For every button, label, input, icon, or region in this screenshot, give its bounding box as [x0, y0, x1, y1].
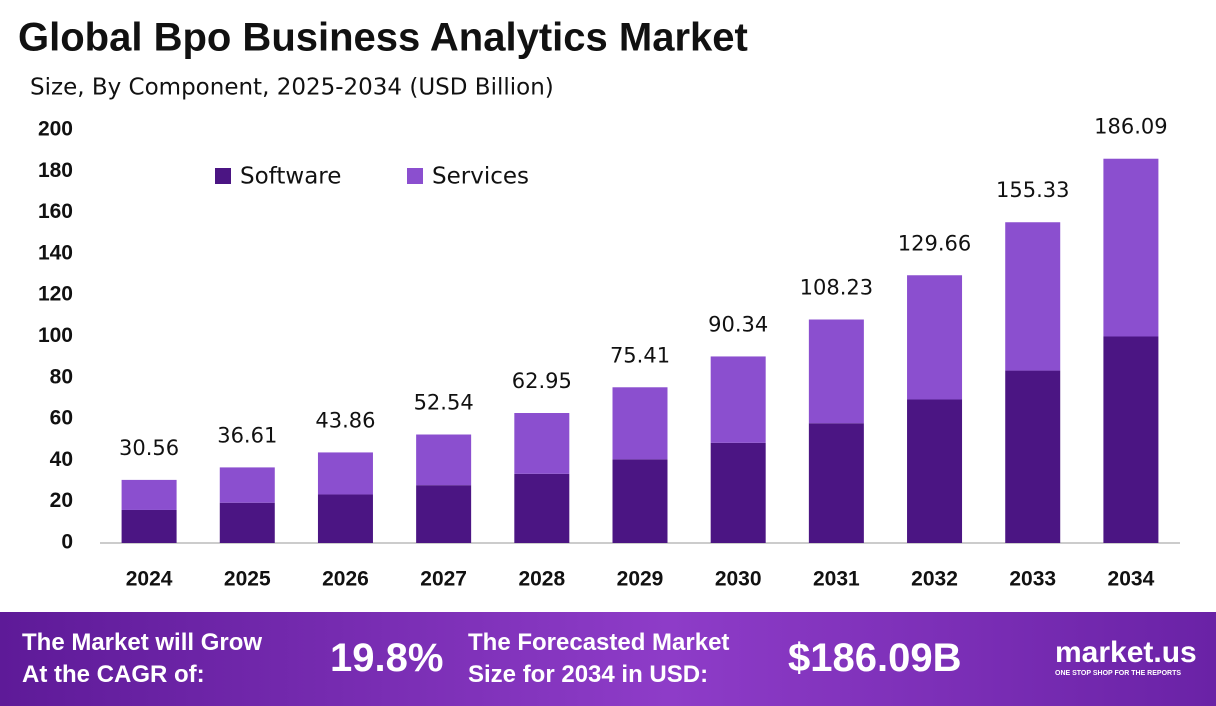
total-label: 52.54	[414, 391, 474, 415]
bar-segment	[416, 485, 472, 543]
forecast-text: The Forecasted Market Size for 2034 in US…	[468, 627, 729, 691]
x-tick-label: 2030	[715, 568, 762, 591]
chart-title: Global Bpo Business Analytics Market	[18, 16, 748, 60]
total-label: 62.95	[512, 369, 572, 393]
legend-label: Services	[432, 164, 529, 190]
tagline: ONE STOP SHOP FOR THE REPORTS	[1055, 670, 1182, 677]
line: Size for 2034 in USD:	[468, 661, 709, 688]
x-tick-label: 2032	[911, 568, 958, 591]
bar-segment	[1103, 158, 1159, 337]
bar-segment	[1103, 336, 1159, 543]
total-label: 108.23	[800, 276, 873, 300]
y-tick-label: 160	[38, 200, 73, 223]
bar-segment	[121, 479, 177, 510]
y-tick-label: 80	[50, 365, 73, 388]
x-tick-label: 2029	[617, 568, 664, 591]
bar-segment	[219, 467, 275, 503]
bar-segment	[317, 494, 373, 543]
chart-subtitle: Size, By Component, 2025-2034 (USD Billi…	[30, 75, 554, 101]
bar-segment	[514, 413, 570, 474]
x-tick-label: 2033	[1009, 568, 1056, 591]
x-tick-label: 2034	[1108, 568, 1155, 591]
bar-segment	[219, 502, 275, 543]
line: At the CAGR of:	[22, 661, 205, 688]
total-label: 75.41	[610, 343, 670, 367]
brand: market.us	[1055, 636, 1197, 669]
bar-segment	[907, 275, 963, 400]
total-label: 36.61	[217, 423, 277, 447]
bar-segment	[710, 356, 766, 443]
footer-banner: The Market will Grow At the CAGR of: 19.8…	[0, 612, 1216, 706]
y-tick-label: 60	[50, 407, 73, 430]
total-label: 30.56	[119, 436, 179, 460]
y-tick-label: 200	[38, 118, 73, 141]
y-tick-label: 140	[38, 241, 73, 264]
bar-segment	[416, 434, 472, 486]
total-label: 155.33	[996, 178, 1069, 202]
total-label: 43.86	[315, 408, 375, 432]
legend-swatch	[215, 168, 231, 184]
bar-segment	[710, 442, 766, 543]
y-tick-label: 0	[61, 531, 73, 554]
total-label: 129.66	[898, 231, 971, 255]
bar-segment	[808, 319, 864, 424]
bar-segment	[1005, 222, 1061, 371]
x-tick-label: 2024	[126, 568, 173, 591]
line: The Market will Grow	[22, 629, 263, 656]
y-tick-label: 100	[38, 324, 73, 347]
x-tick-label: 2026	[322, 568, 369, 591]
bar-segment	[612, 387, 668, 460]
bar-segment	[514, 473, 570, 543]
x-tick-label: 2027	[420, 568, 467, 591]
x-tick-label: 2028	[518, 568, 565, 591]
total-label: 90.34	[708, 312, 768, 336]
x-tick-label: 2031	[813, 568, 860, 591]
line: The Forecasted Market	[468, 629, 730, 656]
bar-segment	[317, 452, 373, 495]
chart: Global Bpo Business Analytics Market Siz…	[18, 16, 1180, 591]
x-tick-label: 2025	[224, 568, 271, 591]
cagr-value: 19.8%	[330, 636, 444, 680]
legend-label: Software	[240, 164, 341, 190]
bar-segment	[121, 509, 177, 543]
total-label: 186.09	[1094, 115, 1167, 139]
legend-swatch	[407, 168, 423, 184]
forecast-value: $186.09B	[788, 636, 962, 680]
y-tick-label: 120	[38, 283, 73, 306]
bar-segment	[808, 423, 864, 543]
bar-segment	[1005, 370, 1061, 543]
bar-segment	[612, 459, 668, 543]
bar-segment	[907, 399, 963, 543]
y-tick-label: 40	[50, 448, 73, 471]
y-tick-label: 180	[38, 159, 73, 182]
y-tick-label: 20	[50, 489, 73, 512]
cagr-text: The Market will Grow At the CAGR of:	[22, 627, 262, 691]
